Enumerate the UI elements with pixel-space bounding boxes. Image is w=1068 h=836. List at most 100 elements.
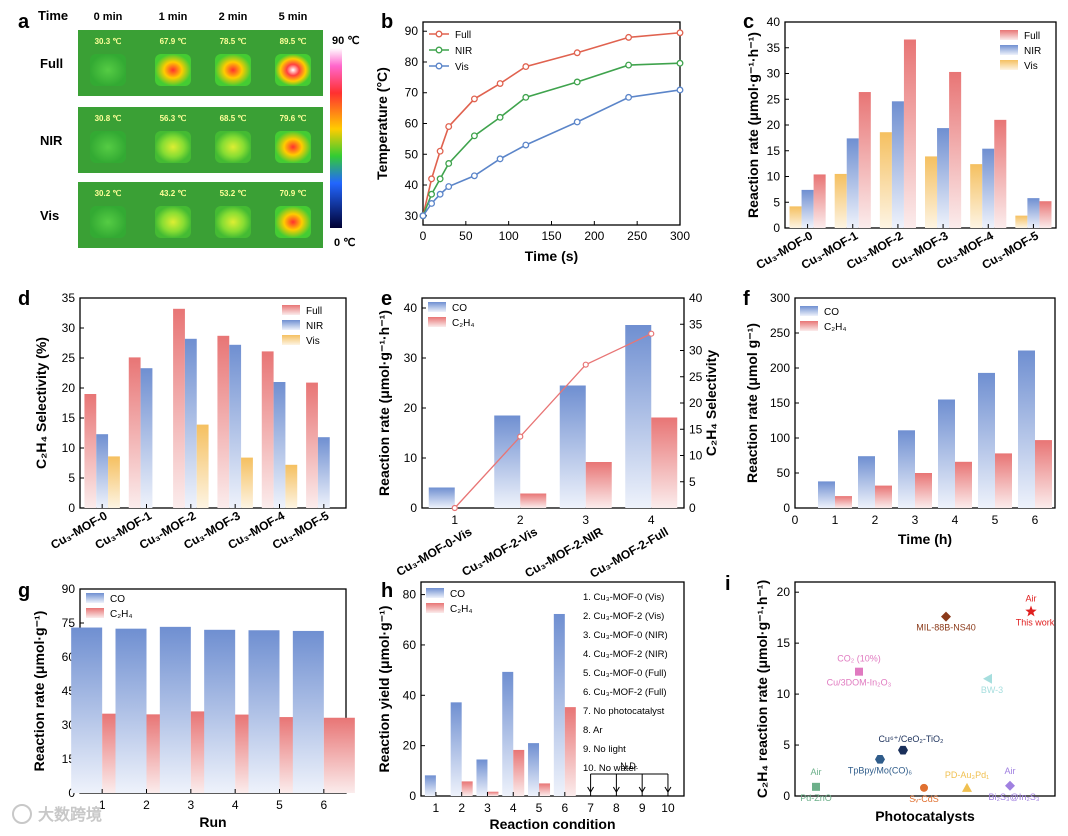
y-axis-label: Reaction rate (μmol·g⁻¹·h⁻¹) <box>745 32 761 218</box>
bar-CO <box>978 372 995 508</box>
y-tick-label: 35 <box>767 41 781 55</box>
bar-Full <box>949 71 962 228</box>
bar-NIR <box>140 368 153 508</box>
panel-c-rate-chart: c0510152025303540Cu₃-MOF-0Cu₃-MOF-1Cu₃-M… <box>743 11 1057 272</box>
x-axis-label: Run <box>199 814 226 830</box>
y-tick-label: 30 <box>62 321 76 335</box>
x-category-label: 7 <box>587 801 594 815</box>
y-tick-label: 15 <box>767 144 781 158</box>
legend-label: Vis <box>455 62 469 73</box>
x-category-label: 8 <box>613 801 620 815</box>
y-tick-label: 20 <box>689 396 703 410</box>
x-category-label: 1 <box>99 798 106 812</box>
y2-axis-label: C₂H₄ Selectivity <box>703 350 719 456</box>
legend-swatch <box>86 593 104 603</box>
series-line-full <box>422 31 681 216</box>
thermal-sample <box>90 131 126 163</box>
data-point <box>428 200 436 207</box>
x-tick-label: 150 <box>541 229 561 243</box>
y-tick-label: 5 <box>68 471 75 485</box>
legend-swatch <box>282 305 300 315</box>
y-tick-label: 10 <box>62 441 76 455</box>
x-number-label: 3 <box>582 513 589 527</box>
panel-b-temperature-chart: b 30 40 50 60 70 80 90 0 50 100 150 200 250 300 Time (s… <box>374 11 690 264</box>
axes-frame <box>794 581 1056 797</box>
y-axis-label: Reaction rate (μmol·g⁻¹·h⁻¹) <box>376 310 392 496</box>
temperature-readout: 89.5 ℃ <box>280 37 307 46</box>
data-point <box>625 33 633 41</box>
bar-Full <box>903 39 916 229</box>
panel-h-control-chart: h 0 20 40 60 80 1 2 3 4 5 6 7 8 9 10 N.D. 1. Cu₃-MOF-0 (V… <box>376 580 685 832</box>
y-tick-label: 35 <box>689 317 703 331</box>
bar-Full <box>1039 201 1052 228</box>
panel-label: f <box>743 288 750 310</box>
thermal-sample <box>215 206 251 238</box>
series-line-nir <box>422 62 681 217</box>
bar-CO <box>450 702 462 796</box>
data-point <box>470 132 478 140</box>
selectivity-point <box>582 361 589 368</box>
x-tick-label: 0 <box>420 229 427 243</box>
legend-label: Full <box>1024 31 1040 42</box>
bar-C₂H₄ <box>875 485 892 508</box>
bar-NIR <box>846 138 859 228</box>
bar-CO <box>159 626 191 793</box>
bar-C₂H₄ <box>835 496 852 508</box>
y-tick-label: 0 <box>783 501 790 515</box>
bar-Full <box>261 351 274 508</box>
y-tick-label: 40 <box>689 291 703 305</box>
thermal-sample <box>155 206 191 238</box>
x-category-label: 1 <box>433 801 440 815</box>
y-axis-label: Reaction yield (μmol·g⁻¹) <box>376 606 392 773</box>
panel-f-time-chart: f 0 50 100 150 200 250 300 0 1 2 3 4 5 6 Time (h) Reacti… <box>743 288 1056 547</box>
temperature-readout: 70.9 ℃ <box>280 189 307 198</box>
thermal-sample <box>215 131 251 163</box>
temperature-readout: 78.5 ℃ <box>220 37 247 46</box>
x-tick-label: 6 <box>1032 513 1039 527</box>
y-tick-label: 15 <box>689 422 703 436</box>
bar-NIR <box>891 101 904 228</box>
marker-0 <box>941 611 951 622</box>
y-tick-label: 0 <box>410 501 417 515</box>
y-tick-label: 10 <box>767 170 781 184</box>
bar-C₂H₄ <box>461 781 473 796</box>
condition-item: 5. Cu₃-MOF-0 (Full) <box>583 668 667 679</box>
colorbar <box>330 48 342 228</box>
panel-i-comparison-chart: i 0 5 10 15 20 C₂H₄ reaction rate (μmol·g⁻¹·h⁻… <box>725 573 1056 824</box>
bar-CO <box>553 613 565 796</box>
panel-label: g <box>18 580 30 602</box>
row-label: Full <box>40 56 63 71</box>
bar-CO <box>476 759 488 796</box>
bar-NIR <box>801 189 814 228</box>
bar-CO <box>502 671 514 796</box>
x-tick-label: 200 <box>584 229 604 243</box>
condition-item: 10. No water <box>583 763 637 774</box>
data-point <box>445 160 453 167</box>
data-point <box>625 93 633 101</box>
thermal-sample <box>215 54 251 86</box>
bar-CO <box>494 415 521 508</box>
bar-C₂H₄ <box>487 791 499 796</box>
bar-C₂H₄ <box>585 462 612 508</box>
temperature-readout: 30.2 ℃ <box>95 189 122 198</box>
selectivity-point <box>517 433 524 440</box>
thermal-sample <box>275 54 311 86</box>
bar-C₂H₄ <box>513 749 525 796</box>
x-axis-label: Time (h) <box>898 531 952 547</box>
y-tick-label: 40 <box>767 15 781 29</box>
point-note: Air <box>1005 766 1016 776</box>
legend-swatch <box>282 335 300 345</box>
point-label: Cu⁶⁺/CeO₂-TiO₂ <box>878 734 944 744</box>
legend-label: Full <box>455 30 471 41</box>
legend-swatch <box>428 317 446 327</box>
y-tick-label: 40 <box>403 688 417 702</box>
y-tick-label: 100 <box>770 431 790 445</box>
selectivity-point <box>648 330 655 337</box>
y-tick-label: 20 <box>767 118 781 132</box>
bar-Vis <box>196 424 209 508</box>
x-category-label: 3 <box>187 798 194 812</box>
y-tick-label: 10 <box>404 451 418 465</box>
legend-label: CO <box>824 307 839 318</box>
legend-marker <box>435 46 443 54</box>
